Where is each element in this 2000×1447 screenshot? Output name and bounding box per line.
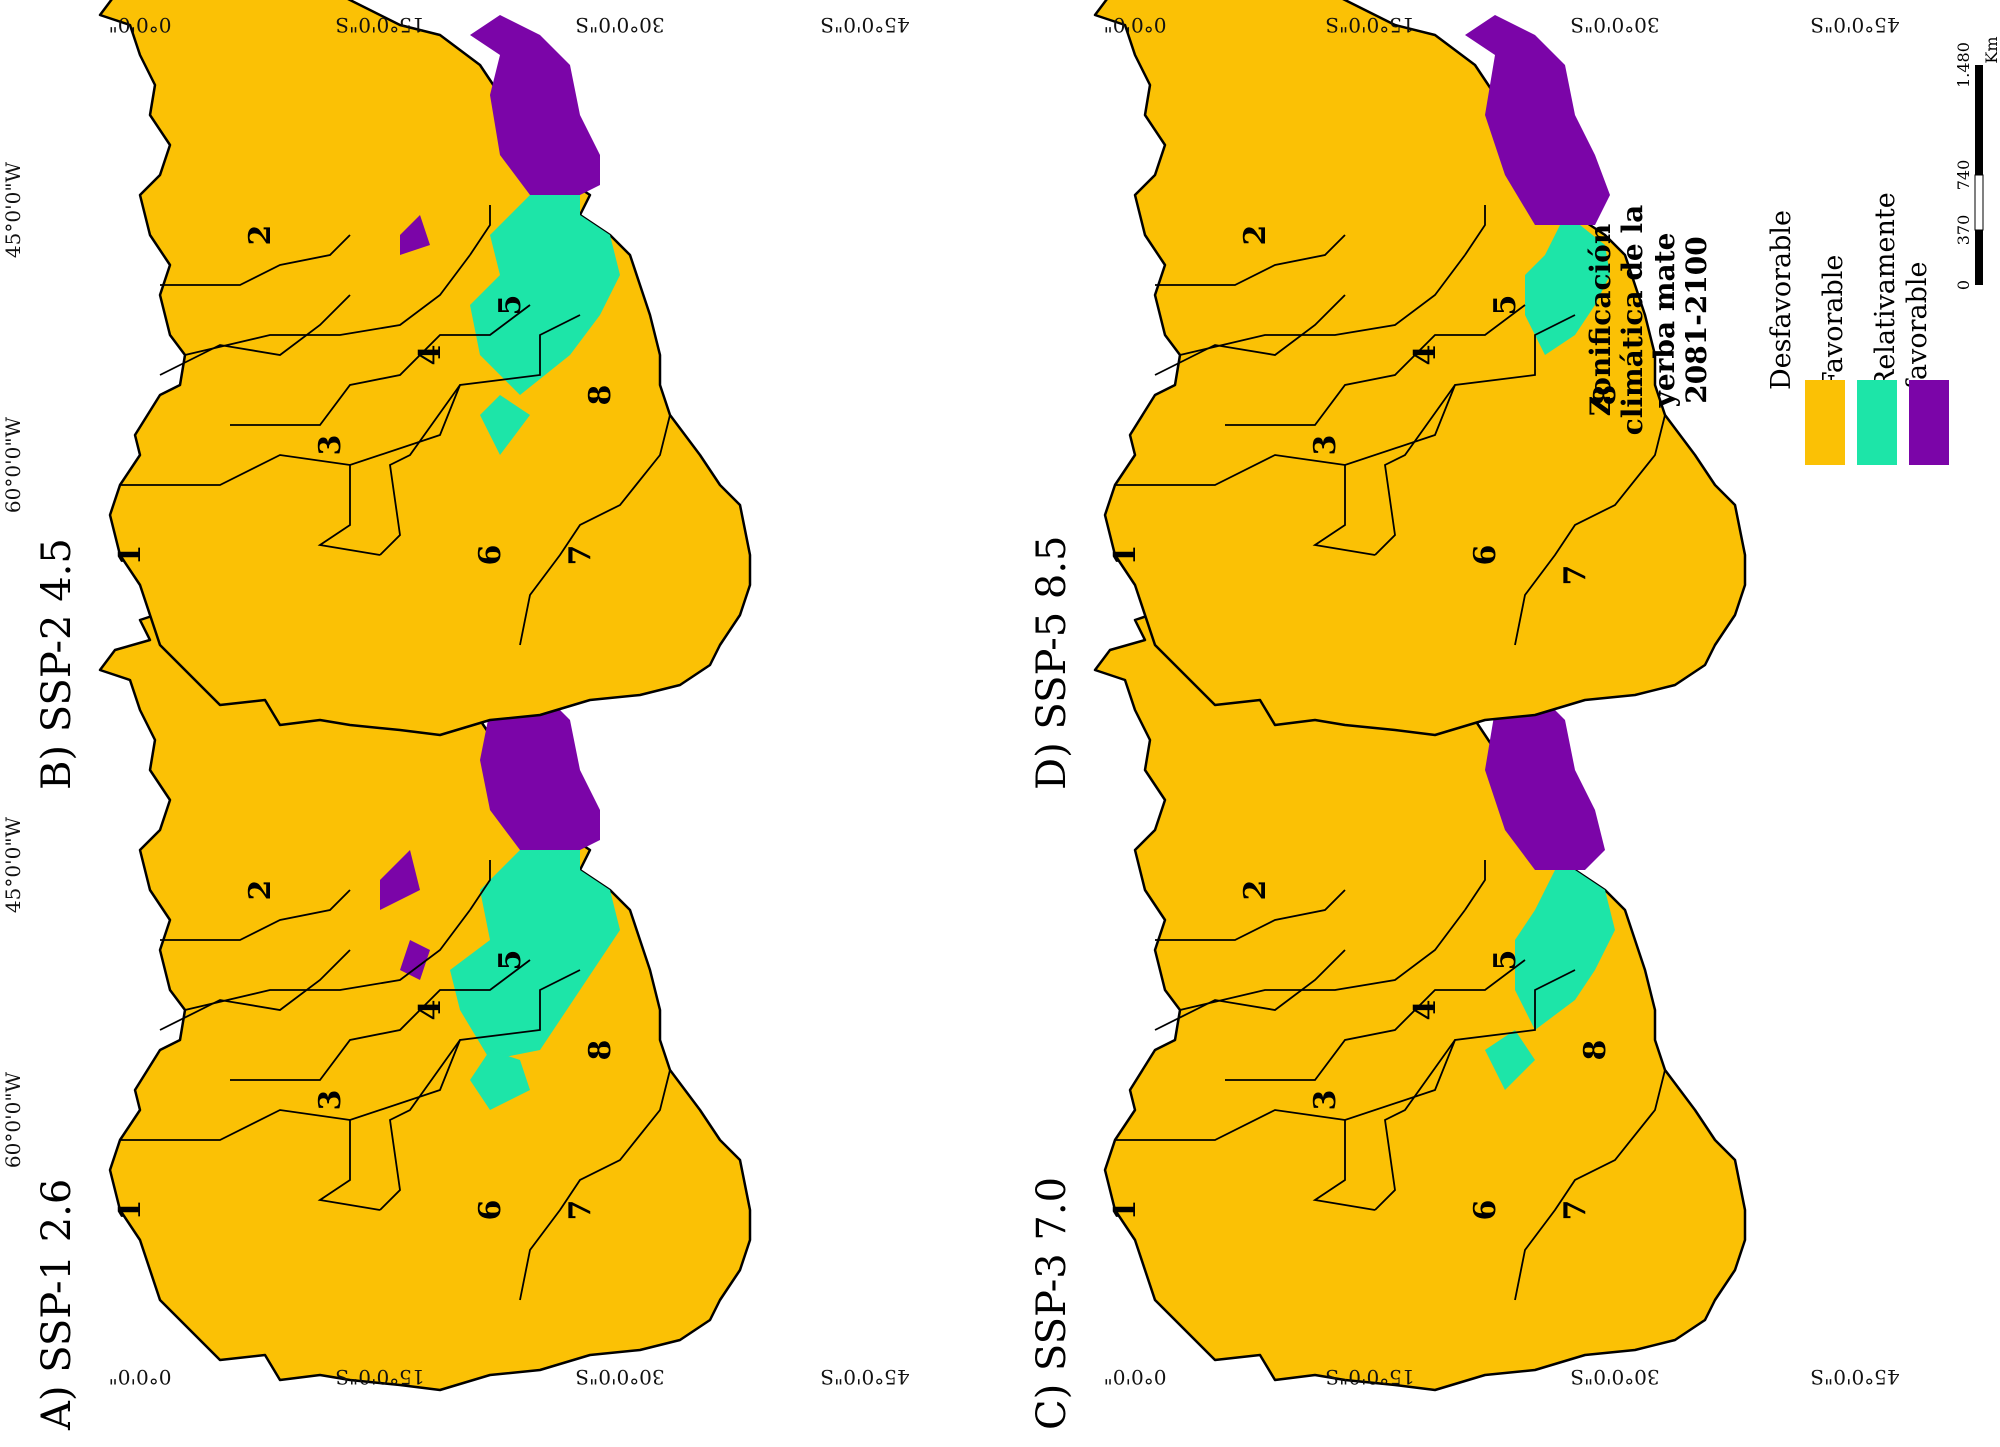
region-label-a-5: 5: [493, 950, 528, 971]
panel-c: [1093, 558, 1747, 1392]
lat-label-bottom-right-2: 30°0'0"S: [1570, 1365, 1659, 1389]
region-label-c-6: 6: [1468, 1200, 1503, 1221]
lon-label-left-bottom-0: 60°0'0"W: [1, 1071, 25, 1168]
region-label-b-7: 7: [563, 545, 598, 566]
region-labels: 1 2 3 4 5 6 7 8 1 2 3 4 5 6 7 8 1 2 3 4 5 6 7 8 1 2 3 4 5 6 7 8: [113, 225, 1623, 1221]
legend-title-line-4: 2081-2100: [1680, 236, 1713, 403]
region-label-b-3: 3: [313, 435, 348, 456]
region-label-a-2: 2: [243, 880, 278, 901]
region-label-a-3: 3: [313, 1090, 348, 1111]
lat-label-top-left-0: 0°0'0": [109, 13, 172, 37]
lat-label-top-right-2: 30°0'0"S: [1570, 13, 1659, 37]
region-label-c-8: 8: [1578, 1040, 1613, 1061]
panel-b: [98, 0, 752, 737]
lat-label-bottom-right-0: 0°0'0": [1104, 1365, 1167, 1389]
legend-swatch-relativamente-favorable: [1909, 380, 1949, 465]
legend-swatch-favorable: [1857, 380, 1897, 465]
lat-label-bottom-left-0: 0°0'0": [109, 1365, 172, 1389]
legend-swatch-desfavorable: [1805, 380, 1845, 465]
region-label-b-4: 4: [413, 345, 448, 366]
favorable-zone-b: [470, 195, 620, 395]
region-label-a-1: 1: [113, 1200, 148, 1221]
region-label-d-7: 7: [1558, 565, 1593, 586]
region-label-d-1: 1: [1108, 545, 1143, 566]
region-label-a-4: 4: [413, 1000, 448, 1021]
lat-label-bottom-right-1: 15°0'0"S: [1325, 1365, 1414, 1389]
legend-title-line-1: Zonificación: [1584, 224, 1617, 416]
lat-label-bottom-left-1: 15°0'0"S: [335, 1365, 424, 1389]
lat-label-top-left-3: 45°0'0"S: [820, 13, 909, 37]
lon-label-left-bottom-1: 45°0'0"W: [1, 816, 25, 913]
relativamente-favorable-zone-b: [470, 15, 600, 195]
panel-title-a: A) SSP-1 2.6: [34, 1179, 80, 1431]
scale-tick-370: 370: [1954, 215, 1973, 246]
scale-tick-0: 0: [1954, 280, 1973, 290]
region-label-a-7: 7: [563, 1200, 598, 1221]
scale-bar: 0 370 740 1.480 Km: [1954, 36, 2000, 290]
region-label-c-5: 5: [1488, 950, 1523, 971]
region-label-d-8: 8: [1588, 385, 1623, 406]
region-label-c-2: 2: [1238, 880, 1273, 901]
panel-title-c: C) SSP-3 7.0: [1029, 1177, 1075, 1430]
region-label-d-6: 6: [1468, 545, 1503, 566]
panel-a: [98, 558, 752, 1392]
panel-titles: A) SSP-1 2.6 B) SSP-2 4.5 C) SSP-3 7.0 D) S…: [34, 535, 1075, 1431]
relativamente-favorable-zone-c: [1465, 670, 1605, 870]
favorable-zone-c: [1515, 870, 1615, 1030]
scale-unit: Km: [1982, 36, 2000, 63]
lat-label-bottom-right-3: 45°0'0"S: [1810, 1365, 1899, 1389]
legend-title-line-2: climática de la: [1616, 205, 1649, 436]
region-label-b-1: 1: [113, 545, 148, 566]
lat-label-top-left-1: 15°0'0"S: [335, 13, 424, 37]
legend-label-relativamente: Relativamente: [1870, 192, 1901, 390]
region-label-d-3: 3: [1308, 435, 1343, 456]
lon-label-left-top-1: 45°0'0"W: [1, 161, 25, 258]
favorable-zone-d: [1525, 225, 1610, 355]
lat-label-top-right-3: 45°0'0"S: [1810, 13, 1899, 37]
region-label-d-4: 4: [1408, 345, 1443, 366]
region-label-c-3: 3: [1308, 1090, 1343, 1111]
scale-tick-1480: 1.480: [1954, 42, 1973, 88]
lon-label-left-top-0: 60°0'0"W: [1, 416, 25, 513]
legend-label-favorable: Favorable: [1818, 255, 1849, 390]
region-label-c-4: 4: [1408, 1000, 1443, 1021]
legend: Zonificación climática de la yerba mate …: [1584, 192, 1949, 465]
lat-label-top-left-2: 30°0'0"S: [575, 13, 664, 37]
region-label-b-6: 6: [473, 545, 508, 566]
region-label-c-7: 7: [1558, 1200, 1593, 1221]
legend-label-desfavorable: Desfavorable: [1766, 210, 1797, 390]
lat-label-top-right-1: 15°0'0"S: [1325, 13, 1414, 37]
lat-label-bottom-left-3: 45°0'0"S: [820, 1365, 909, 1389]
coordinate-labels: 60°0'0"W45°0'0"W60°0'0"W45°0'0"W0°0'0" 15…: [1, 13, 1900, 1389]
legend-label-favorable-2: favorable: [1902, 261, 1933, 390]
region-label-b-8: 8: [583, 385, 618, 406]
panel-title-b: B) SSP-2 4.5: [34, 538, 80, 790]
panel-title-d: D) SSP-5 8.5: [1029, 535, 1075, 790]
region-label-b-5: 5: [493, 295, 528, 316]
legend-title-line-3: yerba mate: [1648, 233, 1681, 409]
scale-tick-740: 740: [1954, 160, 1973, 191]
lat-label-bottom-left-2: 30°0'0"S: [575, 1365, 664, 1389]
region-label-a-8: 8: [583, 1040, 618, 1061]
panel-d: [1093, 0, 1747, 737]
relativamente-favorable-zone-d: [1465, 15, 1610, 225]
lat-label-top-right-0: 0°0'0": [1104, 13, 1167, 37]
favorable-zone-a: [450, 850, 620, 1060]
region-label-b-2: 2: [243, 225, 278, 246]
region-label-c-1: 1: [1108, 1200, 1143, 1221]
region-label-d-2: 2: [1238, 225, 1273, 246]
region-label-a-6: 6: [473, 1200, 508, 1221]
region-label-d-5: 5: [1488, 295, 1523, 316]
